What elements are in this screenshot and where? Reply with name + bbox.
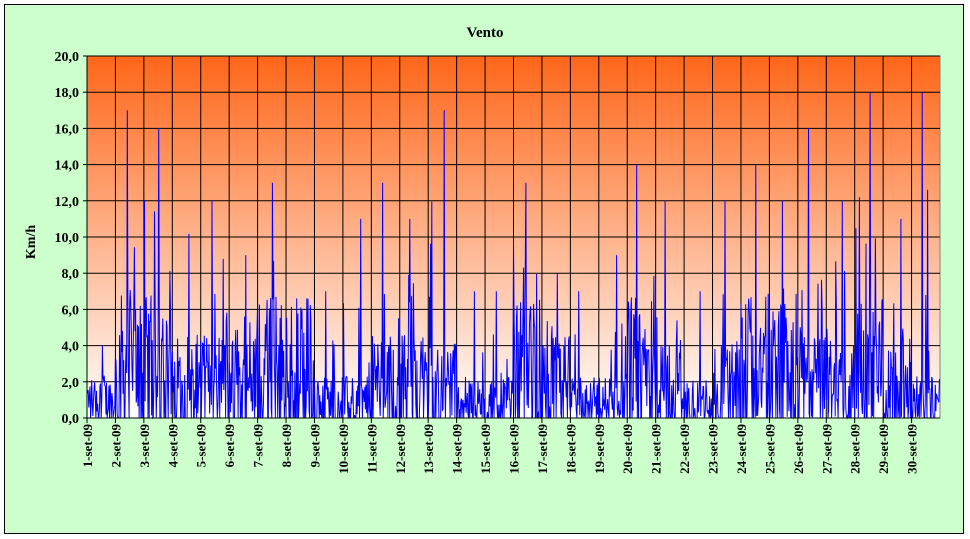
x-tick-label: 6-set-09	[222, 424, 237, 468]
x-tick-label: 10-set-09	[336, 424, 351, 474]
x-tick-label: 1-set-09	[80, 424, 95, 468]
x-tick-label: 27-set-09	[819, 424, 834, 474]
wind-chart: Vento Km/h 0,0 2,0 4,0 6,0 8,0 10,0 12,0 14,0 16…	[24, 25, 941, 474]
x-tick-label: 14-set-09	[450, 424, 465, 474]
x-tick-label: 8-set-09	[279, 424, 294, 468]
x-tick-label: 12-set-09	[393, 424, 408, 474]
x-tick-label: 4-set-09	[165, 424, 180, 468]
x-tick-label: 24-set-09	[734, 424, 749, 474]
x-tick-label: 22-set-09	[677, 424, 692, 474]
y-tick-label: 0,0	[62, 412, 80, 427]
y-tick-label: 12,0	[55, 195, 80, 210]
y-axis-label: Km/h	[24, 225, 39, 259]
x-tick-label: 13-set-09	[421, 424, 436, 474]
y-tick-label: 8,0	[62, 267, 80, 282]
x-tick-label: 25-set-09	[762, 424, 777, 474]
x-tick-label: 19-set-09	[592, 424, 607, 474]
x-tick-label: 26-set-09	[791, 424, 806, 474]
chart-title: Vento	[467, 25, 504, 41]
x-tick-label: 2-set-09	[108, 424, 123, 468]
x-tick-label: 7-set-09	[251, 424, 266, 468]
x-tick-label: 17-set-09	[535, 424, 550, 474]
y-tick-label: 20,0	[55, 50, 80, 65]
x-tick-label: 5-set-09	[194, 424, 209, 468]
wind-series-line	[86, 92, 940, 420]
x-tick-label: 28-set-09	[848, 424, 863, 474]
x-tick-label: 9-set-09	[307, 424, 322, 468]
y-tick-label: 16,0	[55, 122, 80, 137]
x-tick-label: 29-set-09	[876, 424, 891, 474]
x-tick-label: 18-set-09	[563, 424, 578, 474]
x-tick-label: 11-set-09	[364, 424, 379, 474]
y-tick-label: 14,0	[55, 159, 80, 174]
x-tick-label: 3-set-09	[137, 424, 152, 468]
y-tick-label: 2,0	[62, 376, 80, 391]
y-tick-label: 6,0	[62, 303, 80, 318]
x-tick-label: 30-set-09	[905, 424, 920, 474]
y-tick-label: 18,0	[55, 86, 80, 101]
x-tick-label: 21-set-09	[649, 424, 664, 474]
x-tick-label: 15-set-09	[478, 424, 493, 474]
x-tick-label: 20-set-09	[620, 424, 635, 474]
x-tick-label: 23-set-09	[706, 424, 721, 474]
y-tick-label: 4,0	[62, 340, 80, 355]
y-tick-label: 10,0	[55, 231, 80, 246]
x-tick-label: 16-set-09	[507, 424, 522, 474]
chart-frame: Vento Km/h 0,0 2,0 4,0 6,0 8,0 10,0 12,0 14,0 16…	[4, 4, 964, 534]
